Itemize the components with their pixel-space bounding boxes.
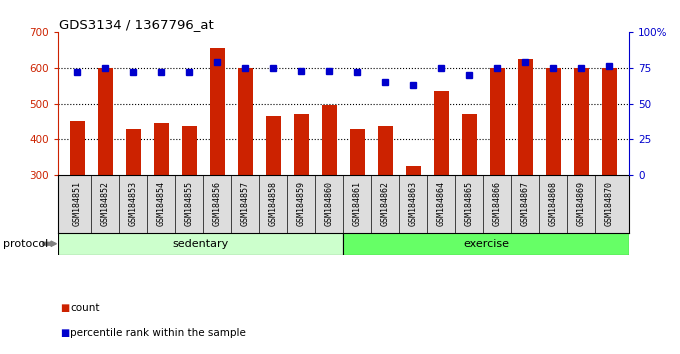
Bar — [58, 233, 343, 255]
Text: GSM184867: GSM184867 — [521, 181, 530, 226]
Bar — [126, 129, 141, 175]
Text: count: count — [70, 303, 99, 313]
Bar — [517, 59, 533, 175]
Text: GSM184854: GSM184854 — [157, 181, 166, 226]
Bar — [98, 68, 113, 175]
Text: GSM184863: GSM184863 — [409, 181, 418, 226]
Text: GSM184861: GSM184861 — [353, 181, 362, 226]
Text: GDS3134 / 1367796_at: GDS3134 / 1367796_at — [58, 18, 214, 31]
Text: GSM184853: GSM184853 — [129, 181, 138, 226]
Text: sedentary: sedentary — [173, 239, 228, 249]
Bar — [266, 116, 281, 175]
Text: GSM184866: GSM184866 — [493, 181, 502, 226]
Bar — [238, 68, 253, 175]
Bar — [209, 48, 225, 175]
Text: GSM184860: GSM184860 — [325, 181, 334, 226]
Text: GSM184869: GSM184869 — [577, 181, 586, 226]
Bar — [294, 114, 309, 175]
Text: GSM184851: GSM184851 — [73, 181, 82, 226]
Text: protocol: protocol — [3, 239, 49, 249]
Bar — [490, 68, 505, 175]
Text: GSM184858: GSM184858 — [269, 181, 278, 226]
Text: percentile rank within the sample: percentile rank within the sample — [70, 328, 246, 338]
Bar — [350, 129, 365, 175]
Text: GSM184865: GSM184865 — [465, 181, 474, 226]
Text: GSM184868: GSM184868 — [549, 181, 558, 226]
Bar — [546, 68, 561, 175]
Bar — [322, 105, 337, 175]
Bar — [406, 166, 421, 175]
Text: GSM184855: GSM184855 — [185, 181, 194, 226]
Bar — [182, 126, 197, 175]
Bar — [434, 91, 449, 175]
Text: exercise: exercise — [463, 239, 509, 249]
Text: GSM184857: GSM184857 — [241, 181, 250, 226]
Bar — [377, 126, 393, 175]
Text: ■: ■ — [60, 303, 69, 313]
Text: GSM184856: GSM184856 — [213, 181, 222, 226]
Bar — [343, 233, 629, 255]
Bar — [154, 122, 169, 175]
Text: GSM184859: GSM184859 — [297, 181, 306, 226]
Bar — [70, 121, 85, 175]
Text: GSM184864: GSM184864 — [437, 181, 446, 226]
Bar — [602, 68, 617, 175]
Text: ■: ■ — [60, 328, 69, 338]
Text: GSM184852: GSM184852 — [101, 181, 110, 226]
Bar — [574, 68, 589, 175]
Text: GSM184862: GSM184862 — [381, 181, 390, 226]
Bar — [462, 114, 477, 175]
Text: GSM184870: GSM184870 — [605, 181, 614, 226]
